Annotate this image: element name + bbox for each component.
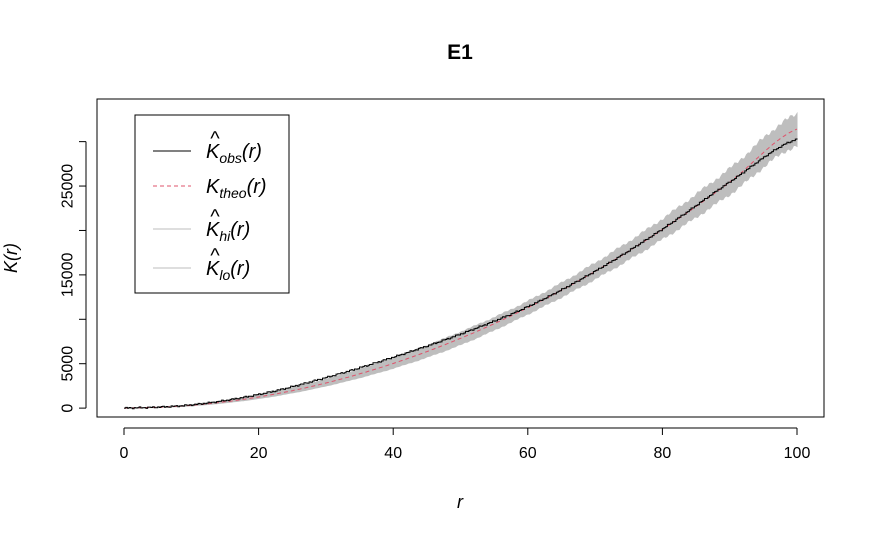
series-lines-layer (124, 128, 798, 410)
series-line-obs (124, 138, 798, 410)
y-tick-label: 25000 (60, 164, 77, 209)
envelope-band (124, 111, 798, 409)
legend-label-lo: Klo(r) (206, 258, 250, 283)
x-tick-label: 20 (250, 445, 268, 462)
legend: Kobs(r)^Ktheo(r)Khi(r)^Klo(r)^ (134, 114, 290, 294)
x-tick-label: 80 (654, 445, 672, 462)
x-tick-label: 100 (784, 445, 811, 462)
legend-label-obs: Kobs(r) (206, 141, 262, 166)
x-axis: 0 20 40 60 80 100 (120, 427, 811, 462)
y-tick-label: 0 (60, 404, 77, 413)
x-axis-label: r (457, 492, 464, 512)
y-axis-label: K(r) (1, 243, 21, 273)
envelope-band-layer (124, 111, 798, 409)
legend-box (134, 114, 290, 294)
x-tick-label: 60 (519, 445, 537, 462)
chart-title: E1 (447, 41, 473, 64)
legend-hat-hi: ^ (210, 206, 220, 228)
y-tick-label: 5000 (60, 346, 77, 382)
legend-label-theo: Ktheo(r) (206, 176, 267, 201)
legend-label-hi: Khi(r) (206, 219, 250, 244)
y-axis: 0 5000 15000 25000 (60, 141, 87, 413)
x-tick-label: 0 (120, 445, 129, 462)
legend-hat-lo: ^ (210, 245, 220, 267)
x-tick-label: 40 (384, 445, 402, 462)
y-tick-label: 15000 (60, 253, 77, 298)
legend-hat-obs: ^ (210, 128, 220, 150)
plot-frame (96, 98, 825, 418)
